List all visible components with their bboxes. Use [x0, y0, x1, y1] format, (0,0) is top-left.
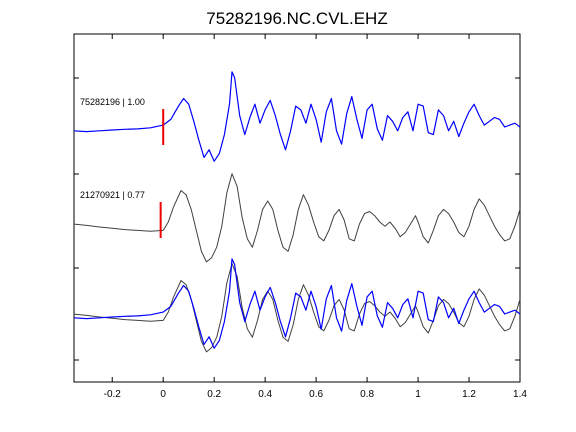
trace-label: 75282196 | 1.00: [80, 97, 145, 107]
trace-label: 21270921 | 0.77: [80, 190, 145, 200]
x-tick-label: 0.8: [360, 389, 374, 400]
chart-title: 75282196.NC.CVL.EHZ: [206, 9, 387, 28]
x-tick-label: 0.4: [258, 389, 272, 400]
trace-line: [73, 71, 521, 162]
x-tick-label: 1.2: [462, 389, 476, 400]
y-axis: [74, 77, 520, 361]
x-tick-label: -0.2: [104, 389, 122, 400]
x-tick-label: 0.6: [309, 389, 323, 400]
overlay-trace-line: [73, 258, 521, 349]
x-axis: -0.2 0 0.2 0.4 0.6 0.8 1 1.2 1.4: [104, 34, 527, 400]
plot-frame: [73, 33, 521, 383]
trace-labels: 75282196 | 1.00 21270921 | 0.77: [80, 97, 165, 238]
trace-line: [73, 173, 521, 263]
x-tick-label: 0: [160, 389, 166, 400]
traces-group: [73, 71, 521, 353]
x-tick-label: 1: [415, 389, 421, 400]
overlay-trace-line: [73, 263, 521, 353]
x-tick-label: 0.2: [207, 389, 221, 400]
x-tick-label: 1.4: [513, 389, 527, 400]
